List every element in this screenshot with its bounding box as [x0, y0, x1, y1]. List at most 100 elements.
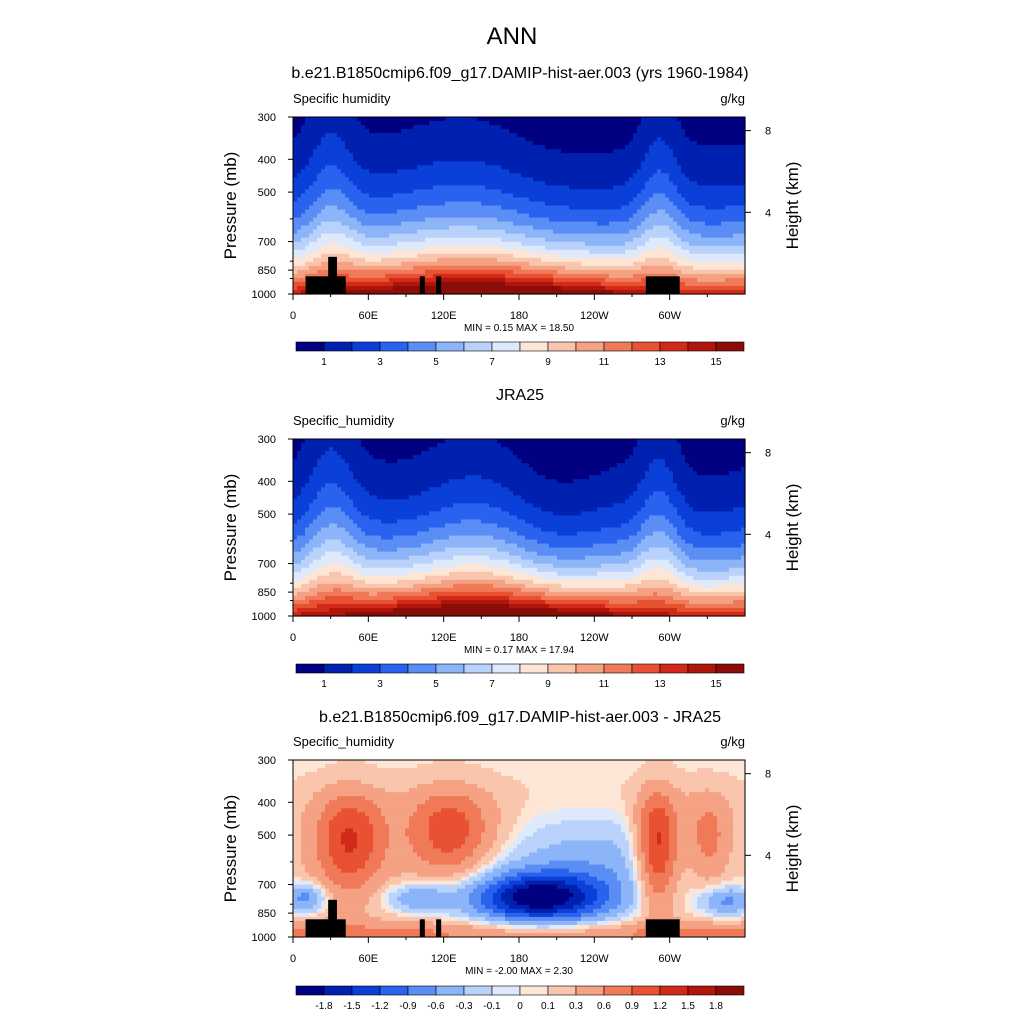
colorbar-label: 3 — [377, 679, 383, 690]
panel-title: b.e21.B1850cmip6.f09_g17.DAMIP-hist-aer.… — [291, 65, 748, 82]
variable-label: Specific_humidity — [293, 413, 395, 428]
colorbar-box — [575, 663, 605, 674]
colorbar-box — [435, 985, 465, 996]
colorbar-label: -1.5 — [343, 1001, 361, 1012]
x-tick-label: 180 — [510, 310, 528, 322]
x-tick-label: 120W — [580, 632, 609, 644]
y-tick-label: 500 — [258, 830, 276, 842]
colorbar-label: 5 — [433, 357, 439, 368]
colorbar-box — [295, 985, 325, 996]
contour-field — [293, 117, 746, 295]
colorbar-label: 3 — [377, 357, 383, 368]
colorbar-label: 11 — [599, 357, 610, 368]
colorbar-box — [603, 663, 633, 674]
colorbar-box — [379, 663, 409, 674]
panel-title: JRA25 — [496, 387, 544, 404]
colorbar-box — [407, 985, 437, 996]
x-tick-label: 120W — [580, 953, 609, 965]
y-tick-label: 500 — [258, 187, 276, 199]
x-tick-label: 120E — [431, 632, 457, 644]
y-axis-label: Pressure (mb) — [221, 474, 240, 582]
colorbar-box — [603, 985, 633, 996]
topography-mask — [305, 256, 680, 294]
colorbar-box — [715, 985, 745, 996]
figure-title: ANN — [487, 23, 538, 50]
y-axis-label: Pressure (mb) — [221, 795, 240, 903]
colorbar-box — [519, 663, 549, 674]
colorbar-label: 5 — [433, 679, 439, 690]
colorbar-box — [491, 341, 521, 352]
colorbar-box — [379, 985, 409, 996]
x-tick-label: 60W — [658, 632, 681, 644]
colorbar-label: 0 — [517, 1001, 523, 1012]
x-tick-label: 180 — [510, 953, 528, 965]
right-tick-label: 4 — [765, 850, 771, 862]
colorbar-label: -0.9 — [399, 1001, 417, 1012]
colorbar: -1.8 -1.5 -1.2 -0.9 -0.6 -0.3 -0.1 0 0.1 0.3 0.6 0.… — [295, 985, 745, 1012]
stats-label: MIN = -2.00 MAX = 2.30 — [465, 966, 573, 977]
colorbar-box — [435, 341, 465, 352]
colorbar-box — [379, 341, 409, 352]
right-tick-label: 4 — [765, 207, 771, 219]
colorbar-label: 13 — [654, 679, 666, 690]
x-tick-label: 60W — [658, 953, 681, 965]
colorbar-box — [631, 663, 661, 674]
colorbar-label: 7 — [489, 679, 495, 690]
variable-label: Specific humidity — [293, 91, 391, 106]
right-tick-label: 8 — [765, 126, 771, 138]
y-tick-label: 1000 — [252, 611, 276, 623]
y-tick-label: 300 — [258, 755, 276, 767]
colorbar-label: -0.3 — [455, 1001, 473, 1012]
colorbar-label: 0.3 — [569, 1001, 583, 1012]
colorbar-box — [659, 663, 689, 674]
right-axis-label: Height (km) — [783, 805, 802, 893]
colorbar: 1 3 5 7 9 11 13 15 — [295, 341, 745, 368]
y-tick-label: 1000 — [252, 932, 276, 944]
x-tick-label: 120E — [431, 310, 457, 322]
panel-title: b.e21.B1850cmip6.f09_g17.DAMIP-hist-aer.… — [319, 709, 721, 726]
colorbar-box — [603, 341, 633, 352]
y-axis-label: Pressure (mb) — [221, 152, 240, 260]
x-tick-label: 120W — [580, 310, 609, 322]
colorbar-label: -0.1 — [483, 1001, 501, 1012]
x-tick-label: 0 — [290, 632, 296, 644]
units-label: g/kg — [720, 734, 745, 749]
colorbar-label: 0.6 — [597, 1001, 611, 1012]
colorbar-box — [631, 985, 661, 996]
x-tick-label: 0 — [290, 953, 296, 965]
y-tick-label: 300 — [258, 112, 276, 124]
colorbar-box — [687, 985, 717, 996]
colorbar-box — [463, 663, 493, 674]
colorbar-box — [547, 985, 577, 996]
colorbar-box — [631, 341, 661, 352]
colorbar-box — [351, 663, 381, 674]
x-tick-label: 180 — [510, 632, 528, 644]
y-tick-label: 400 — [258, 476, 276, 488]
right-axis-label: Height (km) — [783, 484, 802, 572]
colorbar-label: 1 — [321, 357, 327, 368]
colorbar-box — [519, 341, 549, 352]
contour-field — [293, 439, 746, 617]
y-tick-label: 850 — [258, 587, 276, 599]
right-tick-label: 8 — [765, 769, 771, 781]
colorbar-box — [547, 341, 577, 352]
colorbar-label: 1.5 — [681, 1001, 695, 1012]
colorbar-label: 13 — [654, 357, 666, 368]
variable-label: Specific_humidity — [293, 734, 395, 749]
right-tick-label: 8 — [765, 448, 771, 460]
colorbar-box — [435, 663, 465, 674]
colorbar-box — [687, 341, 717, 352]
x-tick-label: 120E — [431, 953, 457, 965]
colorbar-box — [659, 341, 689, 352]
colorbar-box — [323, 663, 353, 674]
colorbar-label: -0.6 — [427, 1001, 445, 1012]
right-axis-label: Height (km) — [783, 162, 802, 250]
colorbar-box — [715, 663, 745, 674]
stats-label: MIN = 0.17 MAX = 17.94 — [464, 645, 574, 656]
y-tick-label: 300 — [258, 434, 276, 446]
colorbar-box — [351, 985, 381, 996]
units-label: g/kg — [720, 91, 745, 106]
colorbar-box — [659, 985, 689, 996]
colorbar-box — [351, 341, 381, 352]
contour-field — [293, 760, 746, 938]
